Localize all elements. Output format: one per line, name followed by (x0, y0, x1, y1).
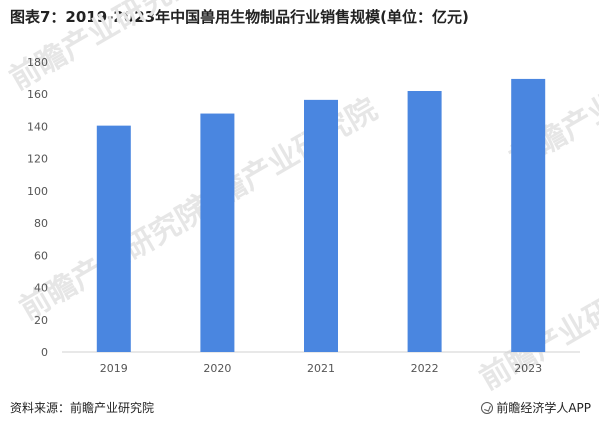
y-tick-label: 20 (34, 314, 48, 327)
x-tick-label: 2023 (514, 362, 542, 375)
bar-2019 (96, 125, 131, 352)
bar-2023 (511, 78, 546, 353)
x-tick-label: 2021 (307, 362, 335, 375)
bar-2020 (200, 113, 235, 352)
brand-label: 前瞻经济学人APP (496, 401, 591, 415)
bar-2022 (407, 91, 442, 352)
source-note: 资料来源：前瞻产业研究院 (10, 401, 155, 415)
y-tick-label: 60 (34, 249, 48, 262)
bar-2021 (304, 99, 338, 352)
y-tick-label: 100 (27, 185, 48, 198)
y-tick-label: 140 (27, 120, 48, 133)
y-tick-label: 160 (27, 88, 48, 101)
y-tick-label: 0 (41, 346, 48, 359)
x-tick-label: 2020 (203, 362, 231, 375)
y-tick-label: 180 (27, 56, 48, 69)
chart-title: 图表7：2019-2023年中国兽用生物制品行业销售规模(单位：亿元) (10, 8, 469, 26)
y-tick-label: 40 (34, 282, 48, 295)
brand-credit: 前瞻经济学人APP (481, 399, 591, 416)
y-tick-label: 120 (27, 153, 48, 166)
x-tick-label: 2022 (411, 362, 439, 375)
y-tick-label: 80 (34, 217, 48, 230)
qianzhan-logo-icon (481, 401, 494, 414)
x-tick-label: 2019 (100, 362, 128, 375)
